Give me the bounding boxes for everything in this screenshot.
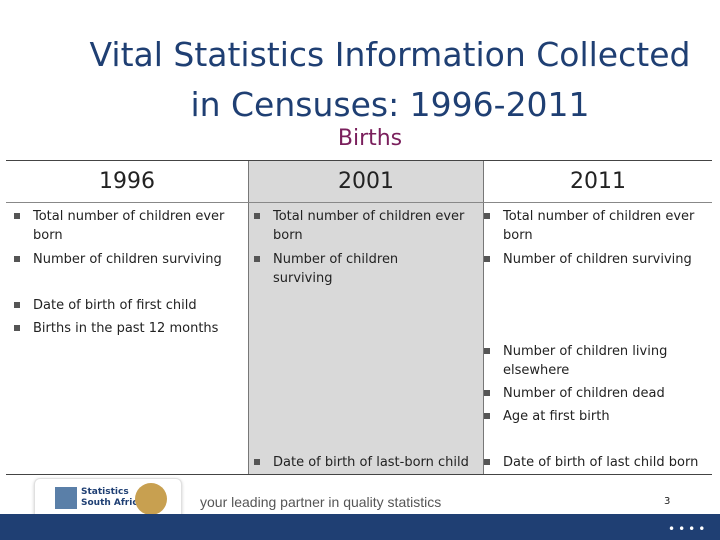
header-divider [6,202,712,203]
title-line-2: in Censuses: 1996-2011 [190,85,590,124]
bullet-icon [14,256,20,262]
bullet-icon [484,256,490,262]
bullet-icon [484,213,490,219]
bullet-icon [14,325,20,331]
page-number: 3 [664,496,671,507]
bullet-icon [254,459,260,465]
bullet-icon [484,413,490,419]
bullet-icon [484,459,490,465]
slide-title: Vital Statistics Information Collected i… [60,30,720,130]
column-header-1996: 1996 [99,169,155,194]
column-2001-shade [248,161,484,474]
bullet-icon [484,390,490,396]
bullet-icon [14,213,20,219]
bullet-icon [254,256,260,262]
slide-dots-icon: •••• [668,522,709,536]
stats-sa-mark-icon [55,487,77,509]
slide-subtitle: Births [337,126,403,151]
column-header-2011: 2011 [570,169,626,194]
bullet-icon [484,348,490,354]
logo-text: Statistics South Africa [81,487,144,508]
column-header-2001: 2001 [338,169,394,194]
bullet-icon [254,213,260,219]
footer-tagline: your leading partner in quality statisti… [200,494,442,510]
bullet-icon [14,302,20,308]
stats-sa-logo: Statistics South Africa [34,478,182,520]
coat-of-arms-icon [135,483,167,515]
footer-bar [0,514,720,540]
title-line-1: Vital Statistics Information Collected [89,35,691,74]
comparison-table: 1996 2001 2011 Total number of children … [6,160,712,475]
